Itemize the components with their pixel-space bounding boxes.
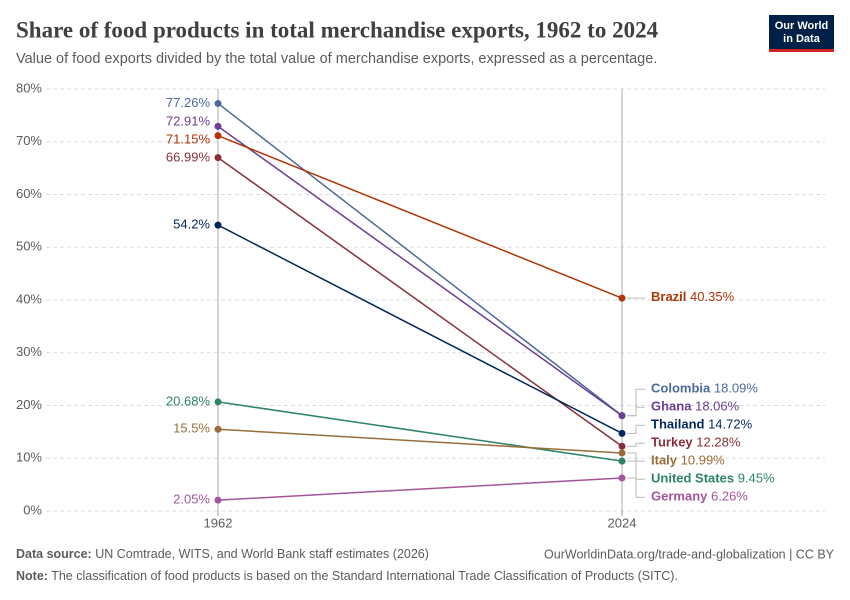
label-connector	[627, 460, 645, 480]
note: Note: The classification of food product…	[16, 569, 678, 583]
label-connector	[627, 424, 645, 434]
value-label: 71.15%	[166, 131, 211, 146]
logo-bg	[769, 15, 834, 50]
note-text: The classification of food products is b…	[51, 569, 678, 583]
legend-name: Italy	[651, 453, 678, 468]
logo-text: in Data	[783, 33, 821, 45]
slope-line	[217, 428, 623, 454]
y-tick-label: 60%	[16, 186, 42, 201]
slope-line	[217, 125, 623, 417]
url[interactable]: OurWorldinData.org/trade-and-globalizati…	[544, 547, 835, 561]
value-label: 15.5%	[173, 421, 210, 436]
legend-name: Colombia	[651, 381, 711, 396]
y-tick-label: 0%	[23, 502, 42, 517]
note-label: Note:	[16, 569, 48, 583]
value-label: 14.72%	[708, 417, 753, 432]
value-label: 10.99%	[681, 453, 726, 468]
point	[618, 442, 626, 450]
slope-line	[217, 401, 623, 462]
slope-line	[217, 102, 623, 417]
legend-name: Germany	[651, 489, 708, 504]
end-label: Brazil 40.35%	[651, 290, 735, 305]
legend-name: Turkey	[651, 435, 693, 450]
point	[618, 457, 626, 465]
point	[618, 412, 626, 420]
value-label: 77.26%	[166, 95, 211, 110]
point	[214, 154, 222, 162]
y-tick-label: 40%	[16, 291, 42, 306]
point	[214, 99, 222, 107]
y-tick-label: 50%	[16, 239, 42, 254]
end-label: Germany 6.26%	[651, 489, 748, 504]
end-label: Turkey 12.28%	[651, 435, 741, 450]
legend-name: United States	[651, 471, 734, 486]
logo[interactable]: Our World in Data	[769, 15, 834, 52]
point	[214, 221, 222, 229]
value-label: 66.99%	[166, 149, 211, 164]
point	[618, 429, 626, 437]
value-label: 20.68%	[166, 393, 211, 408]
legend-name: Thailand	[651, 417, 705, 432]
subtitle: Value of food exports divided by the tot…	[16, 51, 657, 67]
slope-line	[217, 224, 623, 435]
point	[214, 122, 222, 130]
label-connector	[627, 477, 645, 498]
value-label: 18.09%	[714, 381, 759, 396]
x-tick-label: 1962	[204, 515, 233, 530]
point	[618, 474, 626, 482]
source: Data source: UN Comtrade, WITS, and Worl…	[16, 547, 429, 561]
y-tick-label: 80%	[16, 80, 42, 95]
y-tick-label: 30%	[16, 344, 42, 359]
chart-title: Share of food products in total merchand…	[16, 17, 659, 42]
end-label: Italy 10.99%	[651, 453, 725, 468]
y-tick-label: 20%	[16, 397, 42, 412]
value-label: 9.45%	[738, 471, 775, 486]
value-label: 2.05%	[173, 492, 210, 507]
value-label: 72.91%	[166, 113, 211, 128]
legend-name: Ghana	[651, 399, 692, 414]
point	[214, 496, 222, 504]
point	[214, 132, 222, 140]
end-label: Thailand 14.72%	[651, 417, 753, 432]
end-label: Colombia 18.09%	[651, 381, 758, 396]
value-label: 6.26%	[711, 489, 748, 504]
point	[618, 449, 626, 457]
y-tick-label: 10%	[16, 450, 42, 465]
logo-bar	[769, 49, 834, 52]
value-label: 12.28%	[696, 435, 741, 450]
point	[214, 425, 222, 433]
source-text: UN Comtrade, WITS, and World Bank staff …	[95, 547, 429, 561]
slope-line	[217, 477, 623, 501]
legend-name: Brazil	[651, 290, 686, 305]
logo-text: Our World	[775, 20, 829, 32]
x-tick-label: 2024	[608, 515, 637, 530]
end-label: United States 9.45%	[651, 471, 775, 486]
slope-line	[217, 134, 623, 299]
point	[214, 398, 222, 406]
point	[618, 294, 626, 302]
end-label: Ghana 18.06%	[651, 399, 740, 414]
value-label: 18.06%	[695, 399, 740, 414]
label-connector	[627, 406, 645, 417]
y-tick-label: 70%	[16, 133, 42, 148]
source-label: Data source:	[16, 547, 92, 561]
value-label: 40.35%	[690, 290, 735, 305]
label-connector	[627, 452, 645, 462]
label-connector	[627, 442, 645, 447]
value-label: 54.2%	[173, 217, 210, 232]
